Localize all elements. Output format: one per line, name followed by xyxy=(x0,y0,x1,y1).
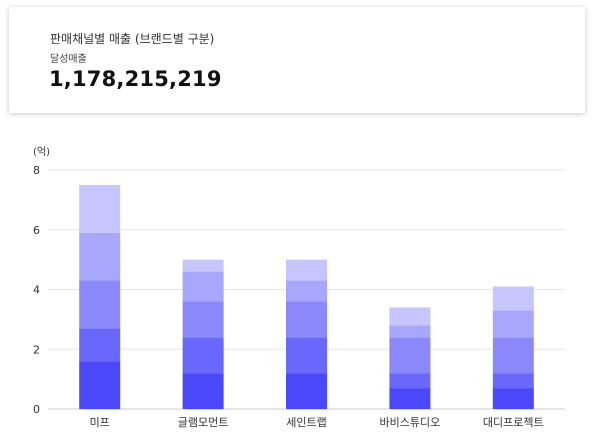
summary-card: 판매채널별 매출 (브랜드별 구분) 달성매출 1,178,215,219 xyxy=(9,7,585,113)
bar-segment[interactable] xyxy=(389,325,431,338)
bar-segment[interactable] xyxy=(79,184,121,233)
x-tick-labels: 미프 글램모먼트 세인트랩 바비스튜디오 대디프로젝트 xyxy=(90,416,544,429)
bar-segment[interactable] xyxy=(389,373,431,389)
bar-segment[interactable] xyxy=(286,373,327,409)
bar-segment[interactable] xyxy=(79,328,121,362)
stacked-bar-chart: (억) 0 2 4 6 8 미프 글램모먼트 세인트랩 바비스튜디오 대디프로젝트 xyxy=(33,146,565,429)
bar-segment[interactable] xyxy=(182,259,224,272)
bar-segment[interactable] xyxy=(492,337,534,374)
y-tick-label: 2 xyxy=(33,343,40,356)
achieved-sales-value: 1,178,215,219 xyxy=(49,67,222,91)
bar-segment[interactable] xyxy=(389,388,431,409)
y-tick-labels: 0 2 4 6 8 xyxy=(33,164,40,416)
bar-segment[interactable] xyxy=(79,232,121,281)
x-tick-label: 세인트랩 xyxy=(286,416,326,429)
bar-segment[interactable] xyxy=(492,310,534,338)
bar-segment[interactable] xyxy=(492,373,534,389)
bar-segment[interactable] xyxy=(182,271,224,302)
bar-segment[interactable] xyxy=(492,286,534,311)
bars xyxy=(79,184,534,409)
bar-segment[interactable] xyxy=(389,307,431,326)
x-tick-label: 대디프로젝트 xyxy=(483,416,544,429)
x-tick-label: 미프 xyxy=(90,416,110,429)
bar-segment[interactable] xyxy=(492,388,534,409)
card-title: 판매채널별 매출 (브랜드별 구분) xyxy=(50,32,215,46)
y-tick-label: 6 xyxy=(33,224,40,237)
bar-segment[interactable] xyxy=(286,301,327,338)
card-subtitle: 달성매출 xyxy=(50,54,87,65)
bar-segment[interactable] xyxy=(286,280,327,302)
x-tick-label: 바비스튜디오 xyxy=(380,416,441,429)
y-tick-label: 4 xyxy=(33,284,40,297)
y-tick-label: 0 xyxy=(33,403,40,416)
y-tick-label: 8 xyxy=(33,164,40,177)
bar-segment[interactable] xyxy=(182,373,224,409)
bar-segment[interactable] xyxy=(182,337,224,374)
bar-segment[interactable] xyxy=(182,301,224,338)
bar-segment[interactable] xyxy=(286,259,327,281)
bar-segment[interactable] xyxy=(286,337,327,374)
y-unit-label: (억) xyxy=(33,146,50,158)
bar-segment[interactable] xyxy=(79,280,121,329)
bar-segment[interactable] xyxy=(389,337,431,374)
x-tick-label: 글램모먼트 xyxy=(178,416,229,429)
bar-segment[interactable] xyxy=(79,361,121,409)
